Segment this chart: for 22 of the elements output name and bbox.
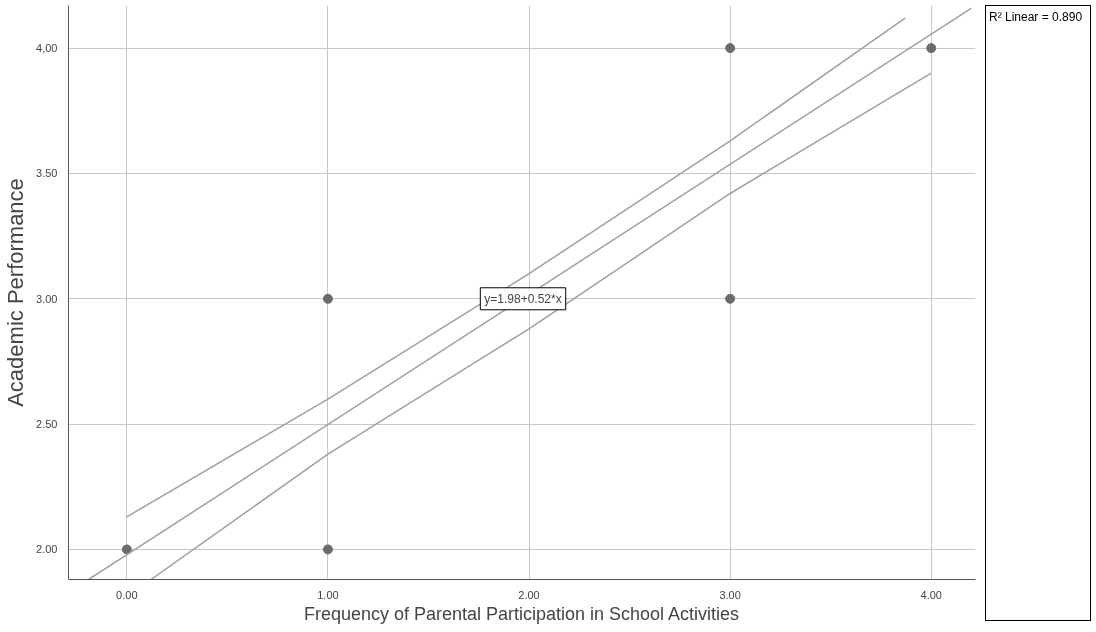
y-tick-label: 4,00 — [36, 42, 58, 55]
point — [322, 544, 333, 555]
x-axis-title: Frequency of Parental Participation in School Activities — [303, 603, 740, 624]
point — [322, 293, 333, 304]
x-tick-label: 4.00 — [920, 588, 942, 601]
y-tick-label: 3.00 — [36, 292, 58, 305]
point — [725, 43, 736, 54]
x-tick-label: 3.00 — [719, 588, 741, 601]
y-tick-label: 2.00 — [36, 543, 58, 556]
line-series — [126, 17, 906, 518]
text: R² Linear = 0.890 — [989, 9, 1083, 26]
point — [121, 544, 132, 555]
y-axis-title: Academic Performance — [3, 178, 29, 407]
y-tick-label: 2.50 — [36, 418, 58, 431]
x-tick-label: 0.00 — [116, 588, 138, 601]
x-tick-label: 2.00 — [518, 588, 540, 601]
annotation: y=1.98+0.52*x — [484, 291, 562, 306]
point — [725, 293, 736, 304]
y-tick-label: 3.50 — [36, 167, 58, 180]
x-tick-label: 1.00 — [317, 588, 339, 601]
point — [926, 43, 937, 54]
line-series — [150, 72, 933, 580]
